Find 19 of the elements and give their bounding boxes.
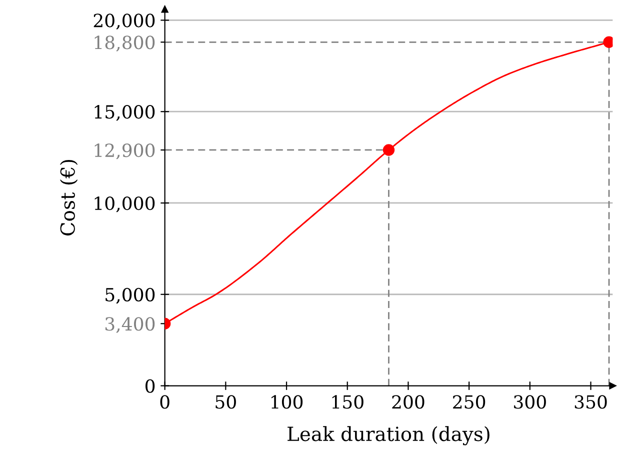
x-tick-label: 150 [332,395,364,409]
x-tick-label: 0 [160,395,170,409]
y-tick-label: 5,000 [106,288,155,304]
y-axis-title: Cost (€) [60,160,78,236]
x-tick-label: 50 [216,395,236,409]
y-tick-label: 12,900 [94,143,155,160]
x-tick-label: 350 [574,395,607,409]
x-tick-label: 250 [453,395,486,409]
x-tick-label: 300 [514,395,546,409]
y-tick-label: 0 [146,379,155,393]
y-tick-label: 15,000 [94,105,155,121]
y-tick-label: 3,400 [105,317,155,333]
y-tick-label: 18,800 [94,36,155,52]
y-tick-label: 10,000 [94,196,155,212]
point [603,36,613,48]
y-tick-label: 20,000 [94,14,155,30]
x-tick-label: 100 [271,395,303,409]
x-axis-title: Leak duration (days) [288,426,490,446]
x-tick-label: 200 [392,395,424,409]
